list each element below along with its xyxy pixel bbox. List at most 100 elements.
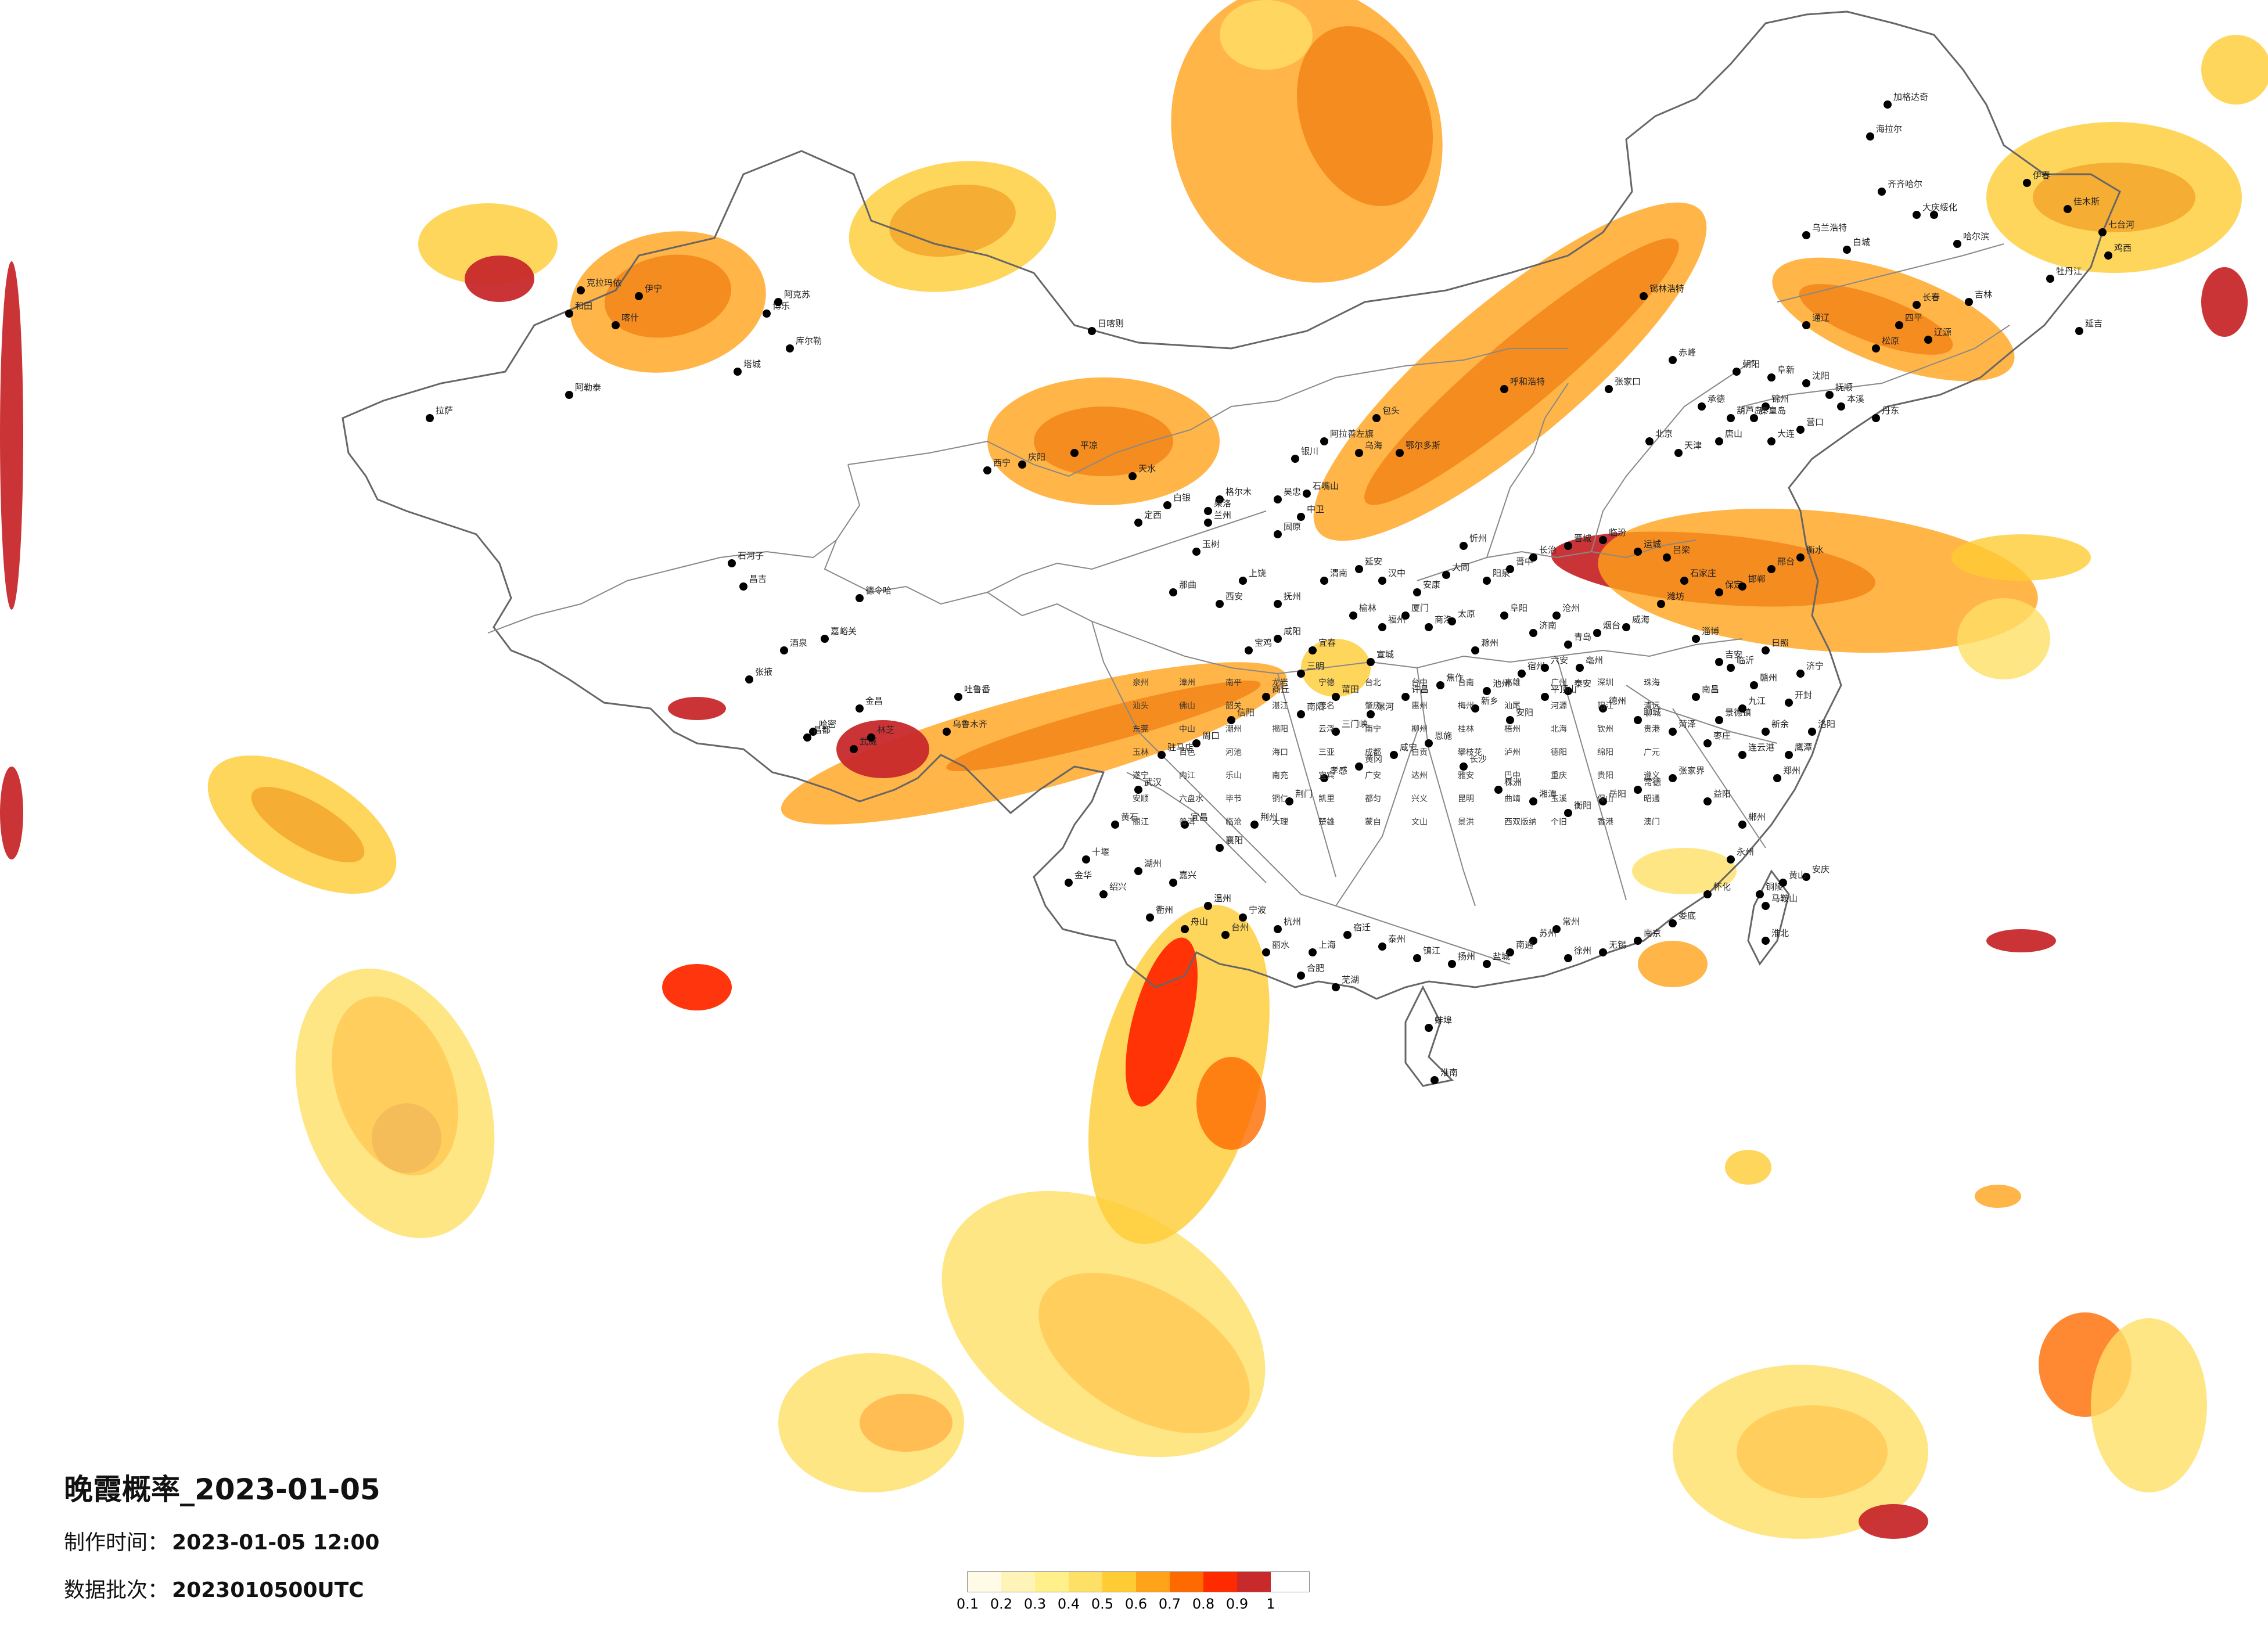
city-dot bbox=[1262, 693, 1270, 701]
city-dot bbox=[1332, 728, 1340, 736]
city-dot bbox=[1471, 704, 1479, 713]
city-label: 楚雄 bbox=[1318, 818, 1335, 827]
city-dot bbox=[1460, 762, 1468, 771]
city-label: 吕梁 bbox=[1673, 545, 1690, 555]
city-label: 孝感 bbox=[1330, 765, 1347, 776]
city-dot bbox=[1762, 402, 1770, 411]
city-dot bbox=[821, 635, 829, 643]
city-label: 中山 bbox=[1179, 725, 1195, 734]
city-label: 龙岩 bbox=[1272, 678, 1288, 688]
city-label: 阿克苏 bbox=[784, 289, 810, 300]
city-dot bbox=[1158, 751, 1166, 759]
city-label: 秦皇岛 bbox=[1760, 405, 1786, 416]
city-dot bbox=[1895, 321, 1903, 329]
city-dot bbox=[734, 368, 742, 376]
city-dot bbox=[1634, 716, 1642, 724]
city-dot bbox=[426, 414, 434, 422]
city-dot bbox=[1494, 786, 1503, 794]
city-label: 十堰 bbox=[1092, 847, 1109, 857]
city-label: 泉州 bbox=[1133, 678, 1149, 688]
city-dot bbox=[1483, 577, 1491, 585]
probability-patch bbox=[1986, 929, 2056, 952]
city-label: 渭南 bbox=[1330, 568, 1347, 578]
city-dot bbox=[2098, 228, 2107, 236]
city-label: 开封 bbox=[1795, 690, 1812, 700]
city-label: 漳州 bbox=[1179, 678, 1195, 688]
probability-patch bbox=[662, 964, 732, 1010]
city-label: 咸宁 bbox=[1400, 742, 1417, 753]
city-label: 商洛 bbox=[1435, 614, 1452, 625]
legend-swatch bbox=[1069, 1572, 1102, 1592]
city-dot bbox=[1425, 739, 1433, 747]
city-dot bbox=[1738, 582, 1746, 591]
city-dot bbox=[1216, 495, 1224, 503]
city-dot bbox=[1320, 774, 1328, 782]
city-label: 林芝 bbox=[877, 725, 894, 735]
city-label: 运城 bbox=[1644, 539, 1661, 549]
city-dot bbox=[1413, 954, 1421, 962]
city-label: 普洱 bbox=[1179, 818, 1195, 827]
city-label: 黄山 bbox=[1789, 870, 1806, 880]
city-dot bbox=[1506, 565, 1514, 573]
city-label: 保山 bbox=[1597, 794, 1613, 804]
city-label: 酒泉 bbox=[790, 638, 807, 648]
city-label: 宝鸡 bbox=[1255, 638, 1272, 648]
city-dot bbox=[867, 733, 875, 742]
city-dot bbox=[1227, 716, 1235, 724]
city-label: 伊宁 bbox=[645, 283, 662, 294]
city-label: 连云港 bbox=[1748, 742, 1774, 753]
city-dot bbox=[1785, 699, 1793, 707]
city-label: 茂名 bbox=[1318, 701, 1335, 711]
city-label: 大同 bbox=[1452, 562, 1469, 573]
city-dot bbox=[1698, 402, 1706, 411]
city-dot bbox=[565, 310, 573, 318]
city-label: 阿勒泰 bbox=[575, 382, 601, 393]
city-dot bbox=[1216, 600, 1224, 608]
city-dot bbox=[1448, 617, 1456, 625]
city-label: 吐鲁番 bbox=[964, 684, 990, 695]
city-label: 玉树 bbox=[1202, 539, 1220, 549]
city-dot bbox=[1872, 414, 1880, 422]
city-label: 南昌 bbox=[1702, 684, 1719, 695]
city-label: 泰州 bbox=[1388, 934, 1406, 944]
city-label: 永州 bbox=[1737, 847, 1754, 857]
city-label: 河池 bbox=[1225, 748, 1242, 757]
city-dot bbox=[1715, 716, 1723, 724]
city-label: 通辽 bbox=[1812, 312, 1830, 323]
city-dot bbox=[1837, 402, 1845, 411]
city-markers: 加格达奇海拉尔齐齐哈尔绥化伊春佳木斯七台河鸡西乌兰浩特白城大庆哈尔滨牡丹江长春吉… bbox=[426, 92, 2134, 1084]
city-label: 遵义 bbox=[1644, 771, 1660, 780]
production-time-value: 2023-01-05 12:00 bbox=[172, 1531, 380, 1555]
city-dot bbox=[786, 344, 794, 352]
city-dot bbox=[774, 298, 782, 306]
city-label: 海口 bbox=[1272, 748, 1288, 757]
city-label: 赣州 bbox=[1760, 672, 1777, 683]
city-label: 乌兰浩特 bbox=[1812, 222, 1847, 233]
city-dot bbox=[1738, 751, 1746, 759]
city-dot bbox=[1884, 100, 1892, 109]
city-label: 乌海 bbox=[1365, 440, 1382, 451]
city-label: 湘潭 bbox=[1539, 789, 1557, 799]
probability-patch bbox=[2201, 35, 2268, 105]
city-dot bbox=[1082, 855, 1090, 864]
city-dot bbox=[1303, 490, 1311, 498]
city-label: 南通 bbox=[1516, 940, 1533, 950]
city-label: 辽源 bbox=[1934, 327, 1951, 337]
city-label: 宿州 bbox=[1527, 661, 1545, 671]
city-dot bbox=[1541, 693, 1549, 701]
city-label: 扬州 bbox=[1458, 951, 1475, 962]
city-dot bbox=[1297, 670, 1305, 678]
city-label: 潍坊 bbox=[1667, 591, 1684, 602]
city-label: 那曲 bbox=[1179, 580, 1196, 590]
city-label: 忻州 bbox=[1469, 533, 1487, 544]
city-label: 果洛 bbox=[1214, 498, 1231, 509]
city-label: 郑州 bbox=[1783, 765, 1800, 776]
city-label: 大连 bbox=[1777, 429, 1795, 439]
legend-swatch bbox=[1170, 1572, 1203, 1592]
city-label: 拉萨 bbox=[436, 405, 453, 416]
city-label: 达州 bbox=[1411, 771, 1428, 780]
city-dot bbox=[745, 675, 753, 684]
city-dot bbox=[1413, 588, 1421, 596]
legend-colorbar bbox=[967, 1571, 1310, 1592]
city-label: 漯河 bbox=[1376, 702, 1394, 712]
